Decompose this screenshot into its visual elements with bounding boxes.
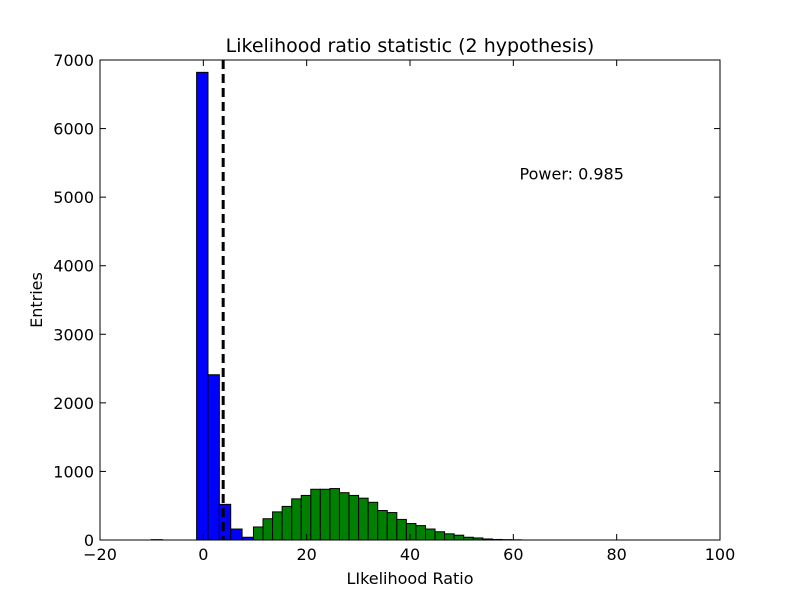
y-tick-label: 5000 (53, 188, 94, 207)
x-tick-label: 20 (296, 545, 316, 564)
histogram-bar (444, 533, 455, 541)
x-tick-label: 100 (705, 545, 736, 564)
histogram-bar (367, 501, 379, 541)
histogram-bar (300, 494, 312, 541)
histogram-bar (281, 505, 293, 541)
axis-ticks: −20 0 20 40 60 80 1000100020003000400050006000… (53, 51, 735, 564)
histogram-bar (319, 488, 331, 541)
histogram-bars (150, 71, 522, 541)
histogram-bar (453, 534, 465, 541)
histogram-bar (405, 523, 417, 541)
histogram-bar (434, 531, 446, 541)
x-tick-label: 0 (198, 545, 208, 564)
x-tick-label: −20 (83, 545, 117, 564)
histogram-bar (358, 497, 369, 541)
histogram-bar (196, 71, 209, 541)
x-tick-label: 40 (400, 545, 420, 564)
histogram-bar (252, 526, 264, 541)
histogram-bar (377, 510, 388, 541)
y-tick-label: 6000 (53, 120, 94, 139)
histogram-bar (386, 512, 398, 541)
histogram-bar (415, 525, 427, 541)
x-tick-label: 80 (606, 545, 626, 564)
x-axis-label: LIkelihood Ratio (346, 569, 473, 588)
y-tick-label: 4000 (53, 257, 94, 276)
histogram-bar (291, 498, 302, 541)
histogram-bar (218, 503, 232, 541)
y-tick-label: 3000 (53, 325, 94, 344)
histogram-bar (262, 518, 274, 541)
y-tick-label: 2000 (53, 394, 94, 413)
histogram-bar (348, 494, 360, 541)
y-tick-label: 7000 (53, 51, 94, 70)
histogram-bar (329, 488, 340, 541)
y-tick-label: 1000 (53, 462, 94, 481)
histogram-bar (396, 518, 407, 541)
histogram-bar (425, 528, 436, 541)
histogram-bar (338, 492, 350, 541)
histogram-bar (230, 528, 243, 541)
y-tick-label: 0 (84, 531, 94, 550)
histogram-bar (310, 488, 321, 541)
chart-title: Likelihood ratio statistic (2 hypothesis… (226, 35, 595, 57)
histogram-bar (207, 374, 220, 541)
x-tick-label: 60 (503, 545, 523, 564)
histogram-bar (272, 511, 283, 541)
plot-frame (99, 59, 721, 541)
power-annotation: Power: 0.985 (520, 164, 624, 183)
y-axis-label: Entries (27, 272, 46, 328)
